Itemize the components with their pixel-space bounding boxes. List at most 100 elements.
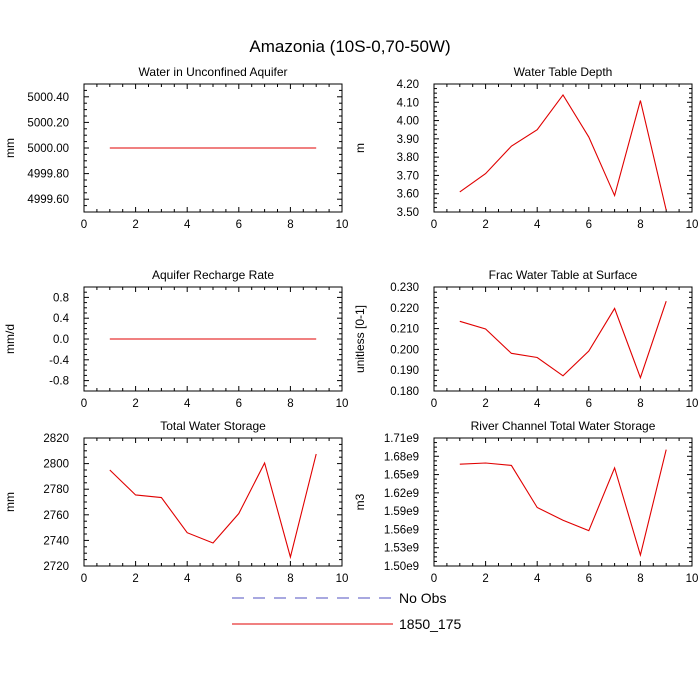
y-tick-label: 5000.40 (27, 92, 69, 104)
panel-5: Total Water Storage 0 2 4 6 8 10 2720 2740 2760 27… (3, 419, 348, 585)
y-tick-label: 1.50e9 (384, 561, 419, 573)
panel-title: Aquifer Recharge Rate (152, 268, 274, 282)
x-tick-label: 0 (81, 219, 87, 231)
panel-6: River Channel Total Water Storage 0 2 4 6 8 10… (353, 419, 698, 585)
y-tick-label: 5000.20 (27, 117, 69, 129)
x-tick-label: 4 (534, 573, 541, 585)
series-line-1850-175 (459, 300, 667, 380)
x-tick-label: 2 (482, 573, 488, 585)
y-tick-label: 0.230 (390, 282, 419, 294)
x-tick-label: 10 (336, 219, 349, 231)
series-line-1850-175 (459, 449, 667, 558)
y-axis-label: m3 (353, 493, 367, 510)
y-tick-label: 2800 (43, 459, 69, 471)
panels: Water in Unconfined Aquifer 0 2 4 6 8 10 4999.6… (3, 65, 698, 585)
x-tick-label: 6 (586, 219, 592, 231)
y-tick-label: 5000.00 (27, 143, 69, 155)
y-tick-label: 0.220 (390, 303, 419, 315)
x-tick-label: 0 (431, 573, 437, 585)
y-tick-label: 4.10 (397, 97, 419, 109)
x-tick-label: 8 (287, 219, 293, 231)
y-tick-label: 3.70 (397, 170, 419, 182)
x-tick-label: 0 (81, 398, 87, 410)
x-tick-label: 4 (184, 398, 191, 410)
x-tick-label: 6 (586, 573, 592, 585)
y-tick-label: 1.59e9 (384, 506, 419, 518)
y-tick-label: -0.4 (49, 355, 69, 367)
x-tick-label: 6 (236, 398, 242, 410)
y-tick-label: 1.62e9 (384, 488, 419, 500)
series-line-1850-175 (109, 453, 317, 560)
x-tick-label: 4 (184, 219, 191, 231)
y-tick-label: 2740 (43, 535, 69, 547)
y-axis-label: unitless [0-1] (353, 305, 367, 373)
y-tick-label: 4999.60 (27, 194, 69, 206)
panel-1: Water in Unconfined Aquifer 0 2 4 6 8 10 4999.6… (3, 65, 348, 231)
x-tick-label: 0 (431, 398, 437, 410)
y-axis-label: mm (3, 138, 17, 158)
x-tick-label: 10 (686, 219, 699, 231)
y-tick-label: 0.200 (390, 344, 419, 356)
x-tick-label: 10 (336, 573, 349, 585)
series-line-1850-175 (459, 93, 667, 211)
y-tick-label: 3.60 (397, 189, 419, 201)
y-tick-label: 0.180 (390, 386, 419, 398)
panel-title: Frac Water Table at Surface (489, 268, 638, 282)
legend-label-1: No Obs (399, 590, 446, 606)
y-tick-label: 4.00 (397, 116, 419, 128)
y-tick-label: 3.50 (397, 207, 419, 219)
legend-label-2: 1850_175 (399, 616, 462, 632)
y-tick-label: 2720 (43, 561, 69, 573)
x-tick-label: 6 (586, 398, 592, 410)
y-tick-label: 1.53e9 (384, 543, 419, 555)
y-tick-label: 1.68e9 (384, 451, 419, 463)
x-tick-label: 0 (431, 219, 437, 231)
panel-title: River Channel Total Water Storage (471, 419, 656, 433)
x-tick-label: 2 (132, 219, 138, 231)
y-tick-label: 0.0 (53, 334, 69, 346)
plot-frame (83, 437, 343, 567)
y-axis-label: m (353, 143, 367, 153)
y-tick-label: 2820 (43, 433, 69, 445)
x-tick-label: 0 (81, 573, 87, 585)
y-tick-label: 0.4 (53, 313, 70, 325)
x-tick-label: 4 (534, 398, 541, 410)
x-tick-label: 2 (132, 398, 138, 410)
y-tick-label: 0.190 (390, 365, 419, 377)
panel-2: Water Table Depth 0 2 4 6 8 10 3.50 3.60 3.70 3.80… (353, 65, 698, 231)
x-tick-label: 4 (184, 573, 191, 585)
y-tick-label: -0.8 (49, 376, 69, 388)
y-tick-label: 2760 (43, 510, 69, 522)
y-tick-label: 1.56e9 (384, 524, 419, 536)
x-tick-label: 10 (336, 398, 349, 410)
y-tick-label: 0.8 (53, 292, 69, 304)
panel-title: Water Table Depth (514, 65, 613, 79)
panel-title: Total Water Storage (160, 419, 266, 433)
plot-frame (433, 83, 693, 213)
x-tick-label: 2 (482, 398, 488, 410)
x-tick-label: 10 (686, 573, 699, 585)
x-tick-label: 6 (236, 573, 242, 585)
panel-3: Aquifer Recharge Rate 0 2 4 6 8 10 -0.8 -0.4 0.0 0… (3, 268, 348, 410)
y-tick-label: 4.20 (397, 79, 419, 91)
y-tick-label: 3.80 (397, 152, 419, 164)
legend: No Obs 1850_175 (232, 590, 462, 632)
x-tick-label: 8 (287, 573, 293, 585)
x-tick-label: 6 (236, 219, 242, 231)
y-axis-label: mm/d (3, 324, 17, 354)
x-tick-label: 4 (534, 219, 541, 231)
y-tick-label: 0.210 (390, 324, 419, 336)
panel-title: Water in Unconfined Aquifer (139, 65, 288, 79)
y-tick-label: 1.65e9 (384, 470, 419, 482)
x-tick-label: 8 (637, 398, 643, 410)
x-tick-label: 8 (637, 219, 643, 231)
x-tick-label: 8 (287, 398, 293, 410)
x-tick-label: 2 (482, 219, 488, 231)
y-tick-label: 1.71e9 (384, 433, 419, 445)
y-tick-label: 3.90 (397, 134, 419, 146)
y-tick-label: 2780 (43, 484, 69, 496)
x-tick-label: 10 (686, 398, 699, 410)
x-tick-label: 2 (132, 573, 138, 585)
x-tick-label: 8 (637, 573, 643, 585)
